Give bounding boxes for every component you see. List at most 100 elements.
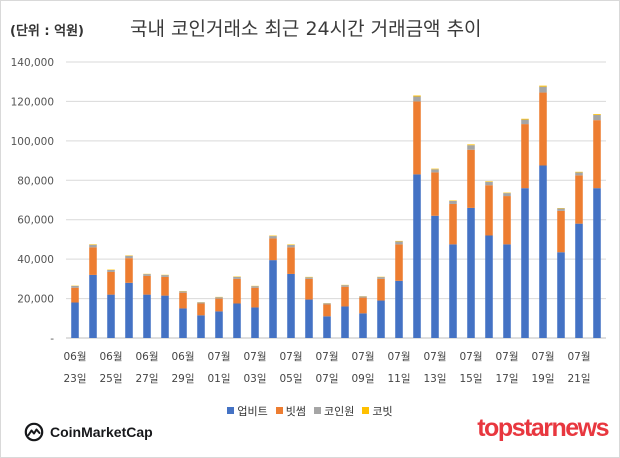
bar-segment (557, 210, 565, 253)
bar-segment (485, 181, 493, 186)
bar-segment (593, 114, 601, 115)
bar-segment (575, 172, 583, 176)
bar-segment (197, 303, 205, 316)
bar-segment (143, 294, 151, 338)
bar-segment (503, 193, 511, 197)
coinmarketcap-logo-text: CoinMarketCap (50, 424, 153, 440)
x-tick-month: 07월 (315, 351, 338, 363)
legend-swatch (275, 407, 283, 414)
bar-segment (503, 244, 511, 338)
bar-segment (575, 223, 583, 338)
bar-segment (395, 244, 403, 281)
bar-segment (593, 120, 601, 189)
x-tick-day: 25일 (99, 372, 122, 385)
bar-segment (251, 307, 259, 338)
x-tick-month: 06월 (99, 351, 122, 363)
legend-swatch (362, 407, 370, 414)
legend-label: 업비트 (237, 405, 268, 418)
bar-segment (449, 203, 457, 245)
bar-segment (341, 306, 349, 338)
bar-segment (413, 174, 421, 338)
coinmarketcap-icon (24, 422, 44, 442)
chart-title: 국내 코인거래소 최근 24시간 거래금액 추이 (130, 18, 482, 40)
x-tick-day: 17일 (495, 372, 518, 385)
x-tick-day: 29일 (171, 372, 194, 385)
bar-segment (449, 244, 457, 338)
bar-segment (413, 95, 421, 97)
bar-segment (89, 247, 97, 275)
bar-segment (233, 276, 241, 279)
bar-segment (107, 294, 115, 338)
topstarnews-logo: topstarnews (477, 414, 609, 442)
bar-segment (179, 308, 187, 338)
x-tick-day: 23일 (63, 372, 86, 385)
bar-segment (431, 168, 439, 170)
bar-segment (269, 260, 277, 338)
bar-segment (269, 236, 277, 239)
x-tick-month: 07월 (243, 351, 266, 363)
x-tick-month: 07월 (279, 351, 302, 363)
y-tick-label: 80,000 (17, 175, 54, 187)
x-tick-day: 01일 (207, 372, 230, 385)
bar-segment (341, 286, 349, 307)
bar-segment (215, 298, 223, 312)
bar-segment (107, 271, 115, 295)
bar-segment (431, 169, 439, 173)
legend-item: 코빗 (362, 403, 393, 419)
bar-segment (467, 207, 475, 338)
bar-segment (71, 302, 79, 338)
x-tick-day: 07일 (315, 372, 338, 385)
bar-segment (377, 300, 385, 338)
bar-segment (557, 208, 565, 211)
bar-segment (521, 124, 529, 189)
x-tick-month: 06월 (171, 351, 194, 363)
bar-segment (215, 297, 223, 299)
bar-segment (197, 315, 205, 338)
legend-swatch (314, 407, 321, 414)
bar-segment (359, 313, 367, 338)
bar-segment (215, 311, 223, 338)
bar-segment (431, 215, 439, 338)
bar-segment (287, 244, 295, 248)
x-tick-day: 13일 (423, 372, 446, 385)
bar-segment (323, 316, 331, 338)
bar-segment (125, 282, 133, 338)
y-tick-label: 100,000 (11, 136, 54, 148)
bar-segment (179, 292, 187, 309)
y-tick-label: 20,000 (17, 294, 54, 306)
bar-segment (539, 92, 547, 166)
bar-segment (305, 299, 313, 338)
bar-segment (503, 196, 511, 245)
bar-segment (395, 241, 403, 245)
bar-segment (305, 278, 313, 300)
x-tick-day: 09일 (351, 372, 374, 385)
bar-segment (233, 303, 241, 338)
bar-segment (521, 188, 529, 338)
bar-segment (413, 101, 421, 175)
bar-segment (161, 276, 169, 296)
bar-segment (233, 278, 241, 304)
x-tick-month: 07월 (459, 351, 482, 363)
bar-segment (521, 119, 529, 125)
bar-segment (89, 274, 97, 338)
x-tick-day: 19일 (531, 372, 554, 385)
bar-segment (539, 165, 547, 338)
bar-segment (377, 277, 385, 279)
bar-segment (593, 188, 601, 338)
bar-segment (107, 269, 115, 272)
bar-segment (161, 275, 169, 277)
x-tick-month: 06월 (63, 351, 86, 363)
bar-segment (539, 86, 547, 93)
bar-segment (359, 296, 367, 298)
legend-item: 업비트 (227, 403, 268, 419)
bar-segment (359, 297, 367, 314)
bar-segment (323, 303, 331, 305)
x-tick-month: 07월 (351, 351, 374, 363)
x-tick-month: 07월 (423, 351, 446, 363)
x-tick-day: 11일 (387, 372, 410, 385)
legend-item: 빗썸 (275, 403, 306, 419)
unit-label: (단위 : 억원) (10, 24, 84, 39)
bar-segment (539, 85, 547, 87)
legend-label: 빗썸 (285, 405, 306, 418)
bar-segment (575, 171, 583, 173)
